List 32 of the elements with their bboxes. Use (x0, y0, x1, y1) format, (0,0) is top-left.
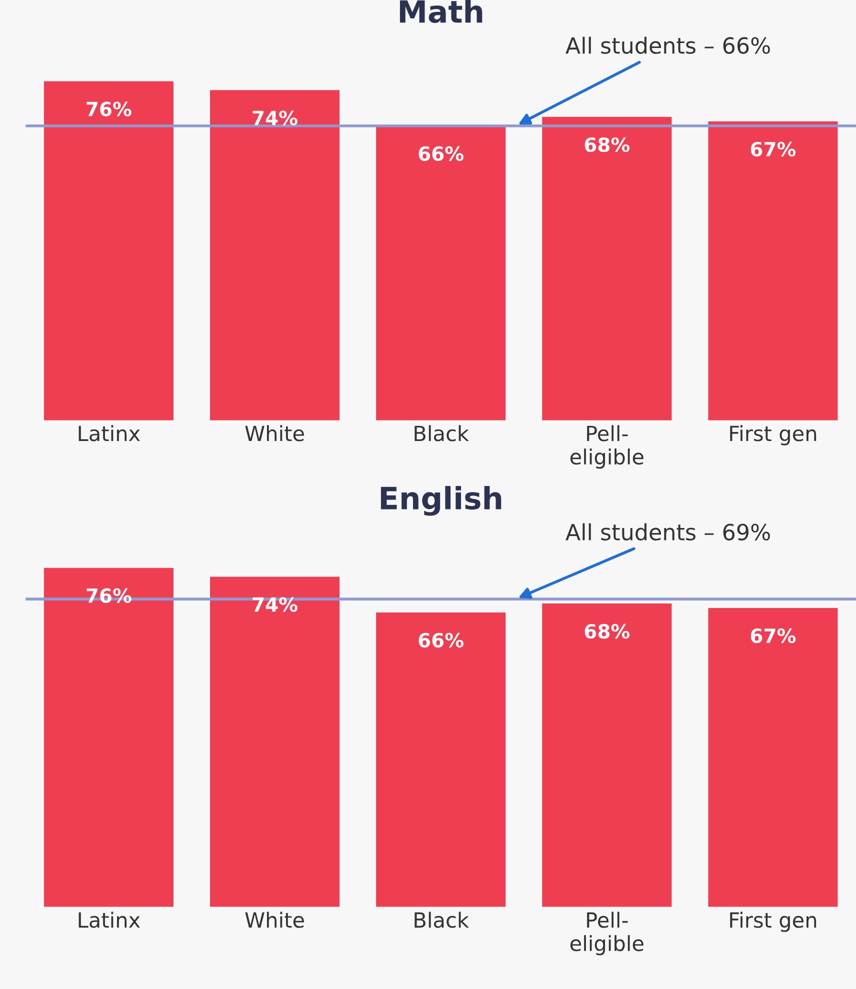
data-label: 68% (584, 137, 630, 152)
bar (210, 90, 340, 420)
x-tick-label: White (245, 912, 304, 928)
bar (376, 612, 506, 907)
x-tick-label: Black (414, 912, 469, 928)
x-tick-label: Latinx (78, 425, 140, 442)
x-tick-label: Black (414, 425, 469, 442)
bar (44, 568, 174, 907)
bar (376, 126, 506, 420)
data-label: 76% (86, 102, 132, 116)
bar (708, 121, 838, 420)
x-tick-label: Latinx (78, 912, 140, 928)
data-label: 67% (750, 142, 796, 157)
data-label: 67% (750, 628, 796, 644)
bar (542, 116, 672, 420)
data-label: 66% (418, 632, 464, 648)
bar (44, 81, 174, 420)
bar (708, 608, 838, 907)
data-label: 74% (252, 597, 298, 612)
x-tick-label: Pell- eligible (570, 425, 644, 469)
data-label: 66% (418, 146, 464, 161)
x-tick-label: First gen (730, 912, 816, 932)
x-tick-label: Pell- eligible (570, 912, 644, 956)
bar (542, 604, 672, 907)
x-tick-label: First gen (730, 425, 816, 446)
data-label: 74% (252, 110, 298, 126)
ref-line-label: All students – 69% (566, 523, 770, 541)
ref-line-label: All students – 66% (566, 36, 770, 54)
bar (210, 576, 340, 907)
chart-title: English (380, 486, 502, 516)
x-tick-label: White (245, 425, 304, 442)
data-label: 68% (584, 624, 630, 639)
